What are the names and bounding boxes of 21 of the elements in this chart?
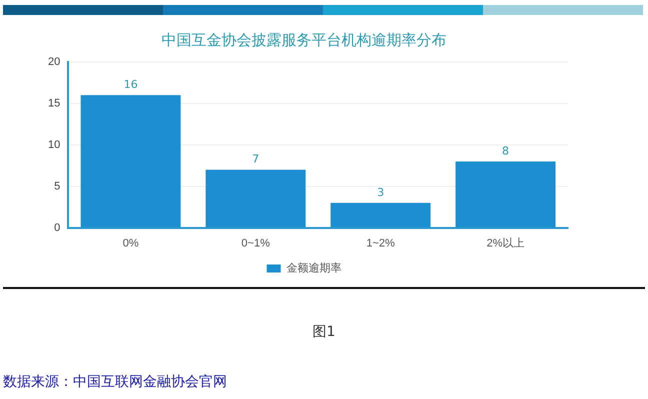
source-note: 数据来源：中国互联网金融协会官网 xyxy=(3,373,227,391)
chart-title: 中国互金协会披露服务平台机构逾期率分布 xyxy=(162,30,446,49)
y-tick-label: 10 xyxy=(48,138,60,151)
data-label: 3 xyxy=(377,186,384,199)
bar xyxy=(80,95,181,228)
y-tick-label: 15 xyxy=(48,97,60,110)
data-label: 16 xyxy=(124,78,138,92)
y-tick-label: 5 xyxy=(54,180,60,192)
data-label: 7 xyxy=(252,152,260,166)
x-tick-label: 2%以上 xyxy=(486,236,524,250)
bar xyxy=(330,202,431,228)
caption: 图1 xyxy=(312,323,336,341)
bar xyxy=(206,170,306,228)
bar xyxy=(456,161,556,228)
data-label: 8 xyxy=(502,144,510,158)
x-tick-label: 0% xyxy=(122,237,139,250)
x-tick-label: 1~2% xyxy=(366,237,396,250)
x-tick-label: 0~1% xyxy=(241,237,270,250)
legend-label: 金额逾期率 xyxy=(286,262,342,275)
y-tick-label: 20 xyxy=(48,56,60,68)
y-tick-label: 0 xyxy=(54,222,60,234)
